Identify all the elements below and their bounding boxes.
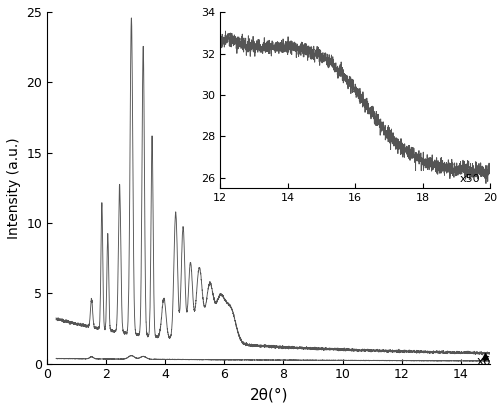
Y-axis label: Intensity (a.u.): Intensity (a.u.) (7, 137, 21, 238)
X-axis label: 2θ(°): 2θ(°) (250, 387, 288, 402)
Text: x6: x6 (477, 355, 492, 368)
Text: x50: x50 (459, 174, 480, 184)
